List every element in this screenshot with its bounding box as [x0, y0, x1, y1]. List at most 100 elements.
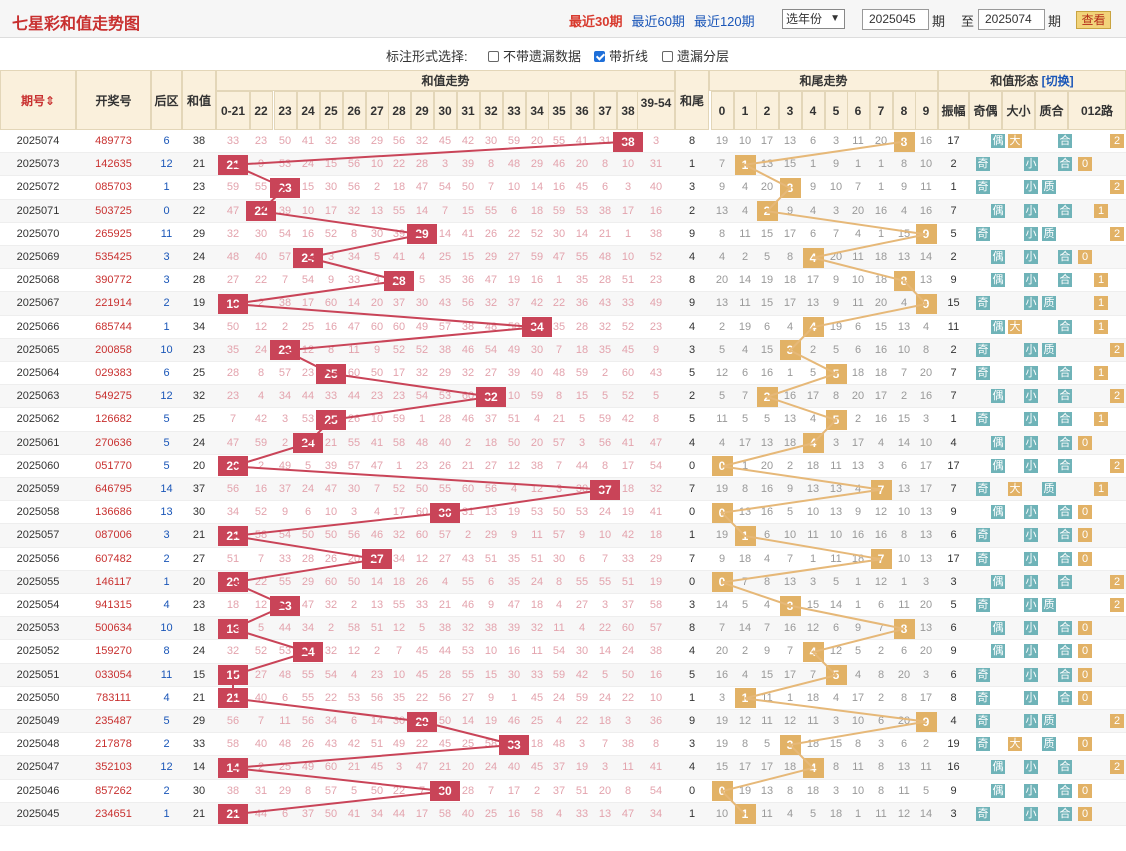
to-issue-input[interactable]: 2025074	[978, 9, 1045, 30]
amp-cell: 4	[950, 436, 957, 449]
sum-cell: 32	[192, 390, 206, 403]
sum-missing: 10	[324, 506, 338, 519]
sum-missing: 55	[598, 575, 612, 588]
sum-missing: 26	[347, 413, 361, 426]
sum-missing: 49	[415, 320, 429, 333]
tail-missing: 10	[897, 343, 911, 356]
range-60-link[interactable]: 最近60期	[631, 14, 685, 29]
sum-marker: 34	[522, 317, 552, 338]
range-120-link[interactable]: 最近120期	[693, 14, 755, 29]
r012-marker: 2	[1110, 226, 1124, 241]
bs-marker: 小	[1024, 180, 1038, 195]
sum-missing: 12	[415, 552, 429, 565]
tail-missing: 11	[875, 807, 887, 820]
bs-marker: 大	[1008, 134, 1022, 148]
sum-missing: 5	[373, 251, 381, 263]
pc-marker: 合	[1058, 760, 1072, 775]
oe-marker: 奇	[976, 412, 990, 427]
pc-marker: 质	[1042, 737, 1056, 752]
query-button[interactable]: 查看	[1076, 11, 1111, 29]
back-cell: 13	[160, 506, 173, 519]
draw-cell: 033054	[95, 668, 132, 681]
sum-missing: 55	[461, 668, 475, 681]
sum-missing: 22	[254, 274, 268, 287]
option-no-missing[interactable]: 不带遗漏数据	[488, 46, 581, 65]
tail-missing: 17	[851, 691, 865, 704]
header-oe: 奇偶	[969, 91, 1002, 130]
sum-missing: 19	[649, 575, 663, 588]
pc-marker: 合	[1058, 505, 1072, 520]
oe-marker: 奇	[976, 528, 990, 543]
sum-missing: 55	[301, 691, 315, 704]
sum-missing: 4	[555, 715, 563, 727]
r012-marker: 0	[1078, 667, 1092, 682]
range-30-link[interactable]: 最近30期	[569, 14, 623, 29]
tail-missing: 16	[874, 204, 888, 217]
tail-marker: 5	[825, 363, 847, 384]
sum-missing: 1	[624, 227, 632, 240]
tail-missing: 8	[832, 761, 840, 774]
pc-marker: 合	[1058, 621, 1072, 636]
r012-marker: 1	[1094, 296, 1108, 311]
option-polyline[interactable]: 带折线	[594, 46, 648, 65]
tail-missing: 13	[715, 204, 729, 217]
sum-missing: 54	[649, 459, 663, 472]
sum-missing: 46	[461, 413, 475, 426]
tail-missing: 14	[715, 599, 729, 611]
sum-missing: 16	[324, 320, 338, 333]
sum-missing: 8	[327, 343, 335, 356]
tail-missing: 6	[854, 320, 862, 333]
sum-missing: 11	[622, 761, 634, 774]
tail-missing: 7	[809, 668, 817, 681]
tail-missing: 20	[874, 135, 888, 147]
checkbox-layered[interactable]	[662, 51, 673, 62]
r012-marker: 0	[1078, 528, 1092, 543]
tail-missing: 6	[741, 367, 749, 379]
checkbox-no-missing[interactable]	[488, 51, 499, 62]
sum-cell: 25	[192, 367, 206, 379]
sum-missing: 10	[392, 668, 406, 681]
pc-marker: 质	[1042, 482, 1056, 496]
sum-missing: 33	[347, 274, 361, 287]
r012-marker: 0	[1078, 737, 1092, 752]
back-cell: 1	[163, 181, 170, 194]
header-issue: 期号⇕	[0, 70, 76, 130]
sum-missing: 51	[370, 622, 384, 635]
pc-marker: 合	[1058, 366, 1072, 380]
tail-missing: 15	[760, 668, 774, 681]
tail-missing: 20	[715, 645, 729, 658]
sum-missing: 54	[301, 274, 315, 287]
sum-missing: 46	[370, 529, 384, 542]
header-sum: 和值	[182, 70, 216, 130]
sum-missing: 3	[624, 715, 632, 727]
bs-marker: 小	[1024, 435, 1038, 450]
issue-cell: 2025046	[16, 784, 60, 797]
switch-link[interactable]: [切换]	[1038, 74, 1074, 88]
sum-missing: 32	[530, 622, 544, 635]
sum-missing: 39	[507, 367, 521, 379]
tail-marker: 4	[802, 247, 824, 268]
from-issue-input[interactable]: 2025045	[862, 9, 929, 30]
sum-marker: 21	[218, 688, 248, 709]
year-select[interactable]: 选年份 ▼	[782, 9, 845, 29]
sum-cell: 21	[192, 529, 206, 542]
sum-missing: 33	[324, 390, 338, 403]
sum-missing: 14	[370, 575, 384, 588]
checkbox-polyline[interactable]	[594, 51, 605, 62]
tail-missing: 13	[897, 320, 911, 333]
option-layered[interactable]: 遗漏分层	[662, 46, 729, 65]
tail-missing: 17	[806, 274, 820, 287]
issue-cell: 2025058	[16, 506, 60, 519]
sum-missing: 37	[552, 761, 566, 774]
sum-missing: 30	[552, 227, 566, 240]
sum-missing: 15	[301, 181, 315, 194]
back-cell: 4	[163, 599, 170, 611]
sum-missing: 55	[347, 436, 361, 449]
issue-cell: 2025054	[16, 599, 60, 611]
sum-missing: 25	[278, 761, 292, 774]
sum-missing: 52	[530, 227, 544, 240]
sum-marker: 27	[362, 549, 392, 570]
sum-missing: 41	[370, 436, 384, 449]
tail-marker: 0	[711, 456, 733, 477]
tail-missing: 1	[741, 459, 749, 472]
